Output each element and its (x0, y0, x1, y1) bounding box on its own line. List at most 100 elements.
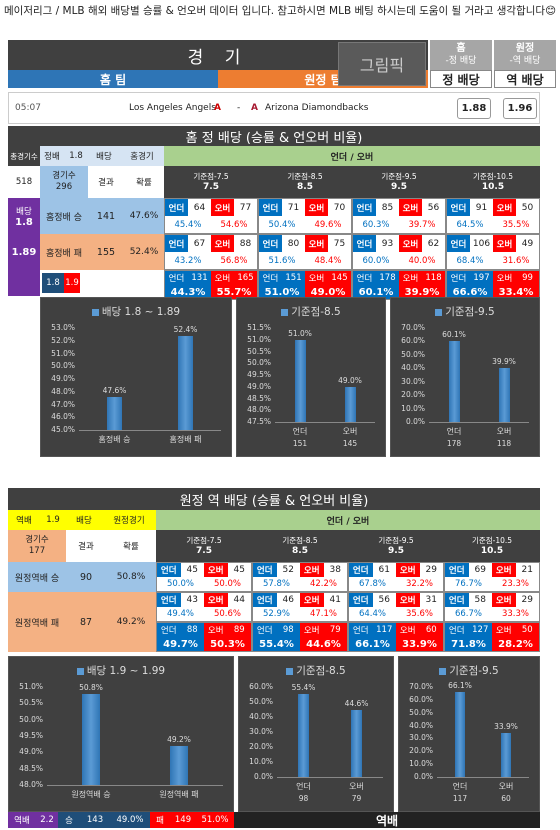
over-rate: 49.6% (314, 219, 342, 230)
y-tick-label: 40.0% (249, 712, 273, 721)
ou-line-header: 기준점-7.5 7.5 (156, 530, 252, 562)
under-rate: 64.4% (358, 609, 386, 619)
x-category-label: 언더 (296, 782, 311, 791)
under-count: 52 (282, 565, 294, 575)
under-total-rate: 55.4% (253, 637, 300, 651)
row-label: 홈정배 승 (40, 198, 88, 234)
ou-line-header: 기준점-10.5 10.5 (444, 530, 540, 562)
footer-loss: 149 (170, 812, 196, 828)
row-label: 원정역배 승 (8, 562, 66, 592)
x-category-label: 오버 (496, 427, 512, 436)
x-axis (429, 422, 529, 423)
result-label: 결과 (66, 530, 106, 562)
ou-line-col: 기준점-7.5 7.5 언더 64 오버 77 45.4% 54.6% 언더 67 오버 88 43.2… (164, 166, 258, 300)
foot-high: 1.9 (64, 273, 80, 293)
odds-high-tag: 1.89 (8, 234, 40, 270)
under-label: 언더 (349, 623, 373, 637)
chart-title: 배당 1.8 ~ 1.89 (41, 304, 231, 319)
under-label: 언더 (253, 563, 277, 577)
over-label: 오버 (399, 271, 422, 285)
under-rate: 50.0% (166, 579, 194, 589)
under-rate: 45.4% (174, 219, 202, 230)
over-rate: 47.1% (309, 609, 337, 619)
chart-bar (170, 745, 188, 785)
over-total: 50 (515, 623, 539, 637)
away-ou-lines: 기준점-7.5 7.5 언더 45 오버 45 50.0% 50.0% 언더 43 오버 44 49.4… (156, 530, 540, 652)
ou-line-value: 7.5 (203, 182, 219, 192)
y-tick-label: 10.0% (249, 757, 273, 766)
home-odds-button[interactable]: 1.88 (457, 98, 491, 119)
home-col-top: 홈 (456, 43, 466, 54)
under-total-rate: 71.8% (445, 637, 492, 651)
away-loss-row: 원정역배 패 87 49.2% (8, 592, 156, 652)
y-tick-label: 60.0% (249, 682, 273, 691)
chart-bar (350, 710, 363, 777)
legend-swatch-icon (281, 308, 289, 316)
odds-tag-label: 배당 (16, 206, 32, 217)
home-foot-range: 1.8 1.9 (8, 270, 164, 296)
ou-line-col: 기준점-10.5 10.5 언더 69 오버 21 76.7% 23.3% 언더 58 오버 29 66… (444, 530, 540, 652)
under-label: 언더 (353, 235, 376, 252)
y-tick-label: 0.0% (405, 417, 425, 426)
row-label: 원정역배 패 (8, 592, 66, 652)
y-tick-label: 50.0% (409, 707, 433, 717)
x-category-label: 홈정배 승 (98, 435, 131, 444)
diamondbacks-logo-icon: A (251, 103, 258, 113)
angels-logo-icon: A (214, 103, 221, 113)
legend-swatch-icon (286, 667, 294, 675)
y-tick-label: 51.0% (51, 348, 75, 358)
game-type-label: 홈경기 (120, 146, 164, 166)
away-odds-button[interactable]: 1.96 (503, 98, 537, 119)
over-count: 56 (427, 202, 440, 213)
under-rate: 52.9% (262, 609, 290, 619)
ou-line-col: 기준점-9.5 9.5 언더 61 오버 29 67.8% 32.2% 언더 56 오버 31 64.4… (348, 530, 444, 652)
under-label: 언더 (353, 271, 376, 285)
ou-line-col: 기준점-7.5 7.5 언더 45 오버 45 50.0% 50.0% 언더 43 오버 44 49.4… (156, 530, 252, 652)
over-total: 145 (328, 271, 351, 285)
over-label: 오버 (396, 563, 420, 577)
y-tick-label: 47.5% (247, 417, 271, 426)
over-total-rate: 28.2% (492, 637, 539, 651)
under-label: 언더 (447, 199, 470, 216)
x-axis (275, 422, 375, 423)
away-footer: 역배 2.2 승 143 49.0% 패 149 51.0% 역배 (8, 812, 540, 828)
games-count-label: 경기수 (52, 171, 76, 181)
under-total: 131 (188, 271, 211, 285)
ou-line-col: 기준점-8.5 8.5 언더 52 오버 38 57.8% 42.2% 언더 46 오버 41 52.9… (252, 530, 348, 652)
chart-bar (448, 341, 460, 422)
ou-line-col: 기준점-9.5 9.5 언더 85 오버 56 60.3% 39.7% 언더 93 오버 62 60.0… (352, 166, 446, 300)
over-total: 79 (323, 623, 347, 637)
match-row[interactable]: 05:07 Los Angeles Angels A - A Arizona D… (8, 92, 540, 124)
row-rate: 47.6% (124, 198, 164, 234)
away-col-bottom: 역 배당 (494, 70, 556, 88)
y-tick-label: 51.5% (247, 323, 271, 332)
under-rate: 68.4% (456, 255, 484, 266)
ou-line-header: 기준점-7.5 7.5 (164, 166, 258, 198)
over-label: 오버 (305, 199, 328, 216)
x-category-label: 홈정배 패 (169, 435, 202, 444)
y-tick-label: 50.0% (19, 714, 43, 724)
under-rate: 51.6% (268, 255, 296, 266)
ou-line-label: 기준점-7.5 (186, 536, 222, 545)
ou-line-label: 기준점-10.5 (472, 172, 514, 181)
under-rate: 76.7% (454, 579, 482, 589)
over-rate: 50.0% (213, 579, 241, 589)
chart-home-ou85: 기준점-8.5 51.5% 51.0% 50.5% 50.0% 49.5% 49.0% 48.… (236, 297, 386, 457)
ou-win-cell: 언더 64 오버 77 45.4% 54.6% (164, 198, 258, 234)
chart-bar (500, 733, 512, 777)
ou-line-value: 9.5 (388, 546, 404, 556)
home-col-bottom: 정 배당 (430, 70, 492, 88)
chart-bar (294, 339, 306, 422)
games-count-cell: 경기수 296 (40, 166, 88, 198)
under-label: 언더 (447, 271, 470, 285)
y-tick-label: 50.0% (51, 361, 75, 371)
ou-line-value: 7.5 (196, 546, 212, 556)
ou-win-cell: 언더 61 오버 29 67.8% 32.2% (348, 562, 444, 592)
games-count-cell: 경기수 177 (8, 530, 66, 562)
under-label: 언더 (165, 199, 188, 216)
bar-value-label: 39.9% (492, 357, 516, 367)
over-total-rate: 55.7% (211, 285, 257, 299)
over-rate: 56.8% (220, 255, 248, 266)
y-tick-label: 49.5% (19, 731, 43, 740)
y-tick-label: 49.0% (19, 747, 43, 757)
